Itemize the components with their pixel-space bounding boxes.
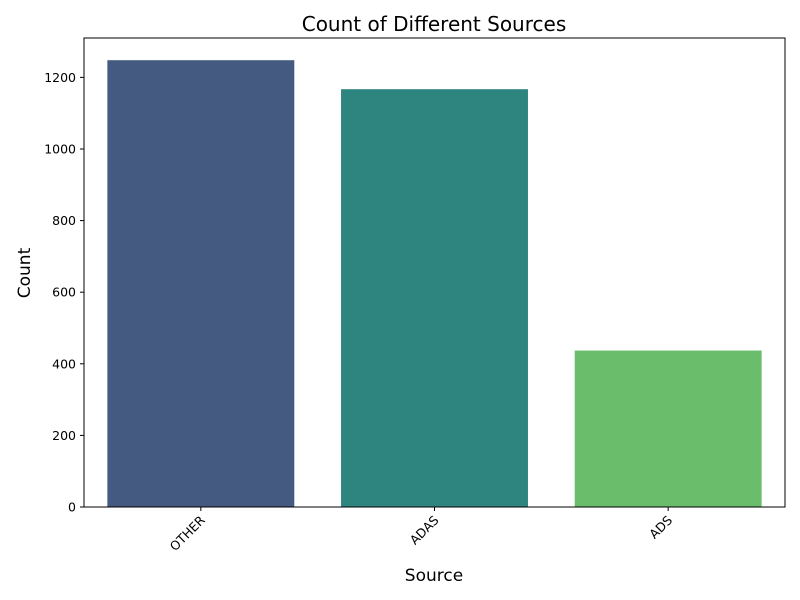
plot-area-frame	[83, 37, 786, 508]
y-tick-label: 200	[52, 428, 76, 443]
x-axis-label: Source	[405, 566, 463, 586]
bars-group	[107, 60, 762, 508]
y-tick-label: 400	[52, 356, 76, 371]
x-tick-label: ADAS	[407, 512, 442, 547]
y-tick-label: 1200	[44, 70, 76, 85]
y-axis-ticks: 0 200 400 600 800 1000 1200	[44, 70, 84, 515]
y-axis-label: Count	[15, 247, 35, 298]
y-tick-label: 0	[68, 500, 76, 515]
y-tick-label: 800	[52, 213, 76, 228]
x-tick-label: ADS	[646, 512, 675, 541]
bar-other	[107, 60, 295, 507]
x-tick-label: OTHER	[167, 512, 209, 554]
y-tick-label: 600	[52, 285, 76, 300]
x-axis-ticks: OTHER ADAS ADS	[167, 507, 675, 554]
bar-adas	[341, 89, 528, 508]
bar-ads	[574, 350, 762, 507]
chart-title: Count of Different Sources	[302, 12, 567, 36]
y-tick-label: 1000	[44, 141, 76, 156]
